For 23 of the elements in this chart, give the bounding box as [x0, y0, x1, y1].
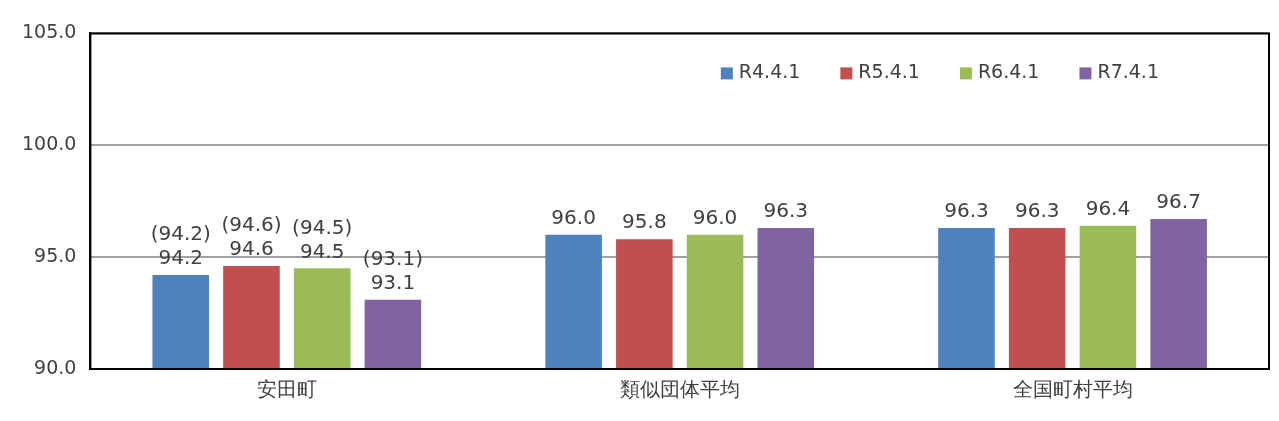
y-tick-label: 105.0 — [21, 20, 77, 43]
data-label: 96.0 — [692, 204, 738, 229]
x-tick-label: 全国町村平均 — [1012, 377, 1133, 402]
data-label: 96.3 — [944, 198, 989, 223]
data-label: 96.3 — [1014, 198, 1060, 223]
legend-label: R5.4.1 — [858, 60, 920, 83]
y-tick-label: 95.0 — [34, 244, 77, 267]
legend-label: R4.4.1 — [738, 60, 801, 83]
legend-label: R6.4.1 — [977, 60, 1040, 83]
data-label: (94.5) 94.5 — [292, 214, 353, 263]
data-label: 95.8 — [622, 209, 667, 234]
data-label: 96.0 — [551, 204, 596, 229]
data-label: (94.2) 94.2 — [150, 221, 211, 270]
y-tick-label: 100.0 — [21, 132, 77, 155]
data-label: 96.7 — [1156, 189, 1201, 214]
x-tick-label: 安田町 — [256, 377, 317, 402]
data-label: (94.6) 94.6 — [221, 212, 282, 261]
data-label: 96.4 — [1085, 196, 1131, 221]
y-tick-label: 90.0 — [34, 355, 77, 378]
data-label: (93.1) 93.1 — [362, 245, 423, 294]
x-tick-label: 類似団体平均 — [619, 377, 740, 402]
legend-label: R7.4.1 — [1097, 60, 1159, 83]
data-label: 96.3 — [763, 198, 809, 223]
